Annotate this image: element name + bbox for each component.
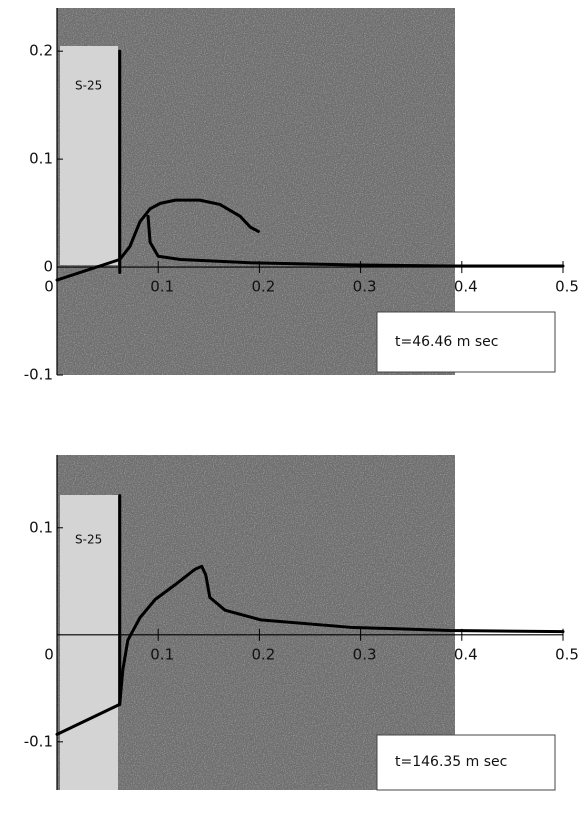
- x-tick-label: 0: [44, 645, 54, 663]
- annotation-box: [376, 734, 556, 791]
- annotation-box: [376, 311, 556, 373]
- curve: [55, 198, 260, 282]
- annotation: t=46.46 m sec: [395, 334, 498, 350]
- x-tick-label: 0.1: [150, 645, 174, 663]
- annotation: t=146.35 m sec: [395, 754, 507, 770]
- x-tick-label: 0.2: [251, 645, 275, 663]
- x-tick-label: 0.5: [555, 645, 579, 663]
- y-tick-label: 0.2: [29, 42, 53, 60]
- x-tick-label: 0.3: [353, 278, 377, 296]
- photo-top: [57, 8, 455, 375]
- x-tick-label: 0: [44, 278, 54, 296]
- x-tick-label: 0.2: [251, 278, 275, 296]
- y-tick-label: 0.1: [29, 150, 53, 168]
- y-tick-label: 0: [43, 258, 53, 276]
- curve: [146, 214, 565, 268]
- curve: [55, 564, 565, 736]
- y-tick-label: -0.1: [24, 732, 53, 750]
- y-tick-label: -0.1: [24, 366, 53, 384]
- photo-label: S-25: [75, 79, 102, 93]
- x-tick-label: 0.5: [555, 278, 579, 296]
- y-tick-label: 0.1: [29, 518, 53, 536]
- x-tick-label: 0.3: [353, 645, 377, 663]
- photo-bottom: [57, 455, 455, 790]
- photo-label: S-25: [75, 533, 102, 547]
- x-tick-label: 0.4: [454, 645, 478, 663]
- x-tick-label: 0.4: [454, 278, 478, 296]
- x-tick-label: 0.1: [150, 278, 174, 296]
